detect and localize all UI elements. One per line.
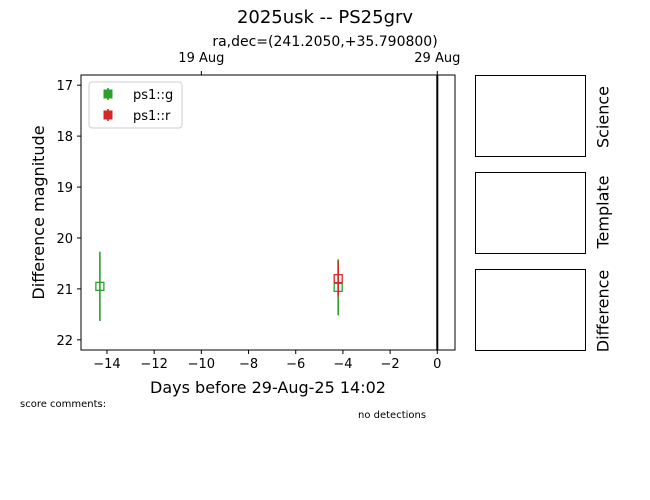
difference-label: Difference [593,269,613,353]
data-point [95,281,105,291]
score-comments: score comments: [20,399,107,410]
y-tick-label: 20 [56,232,73,247]
data-point [333,274,343,284]
y-tick-label: 22 [56,334,73,349]
difference-stamp [475,269,586,351]
chart-subtitle: ra,dec=(241.2050,+35.790800) [212,34,438,50]
legend-label: ps1::g [133,88,173,103]
template-label: Template [593,175,613,249]
x-tick-label: −2 [381,357,400,372]
x-axis-label: Days before 29-Aug-25 14:02 [150,378,386,397]
y-tick-label: 18 [56,130,73,145]
chart-title: 2025usk -- PS25grv [236,7,414,28]
science-stamp [475,75,586,157]
template-stamp [475,172,586,254]
science-label: Science [593,85,613,149]
x-tick-label: −6 [286,357,305,372]
x-tick-label: −14 [93,357,120,372]
legend-label: ps1::r [133,109,171,124]
x-tick-label: 0 [433,357,441,372]
y-tick-label: 17 [56,79,73,94]
y-tick-label: 19 [56,181,73,196]
legend-marker [103,89,113,99]
plot-frame [80,74,456,351]
y-axis-label: Difference magnitude [29,125,48,299]
top-axis-tick-label: 19 Aug [178,51,224,66]
no-detections-note: no detections [358,410,427,421]
y-tick-label: 21 [56,283,73,298]
x-tick-label: −12 [140,357,167,372]
top-axis-tick-label: 29 Aug [414,51,460,66]
x-tick-label: −10 [188,357,215,372]
x-tick-label: −4 [333,357,352,372]
legend-marker [103,110,113,120]
x-tick-label: −8 [239,357,258,372]
